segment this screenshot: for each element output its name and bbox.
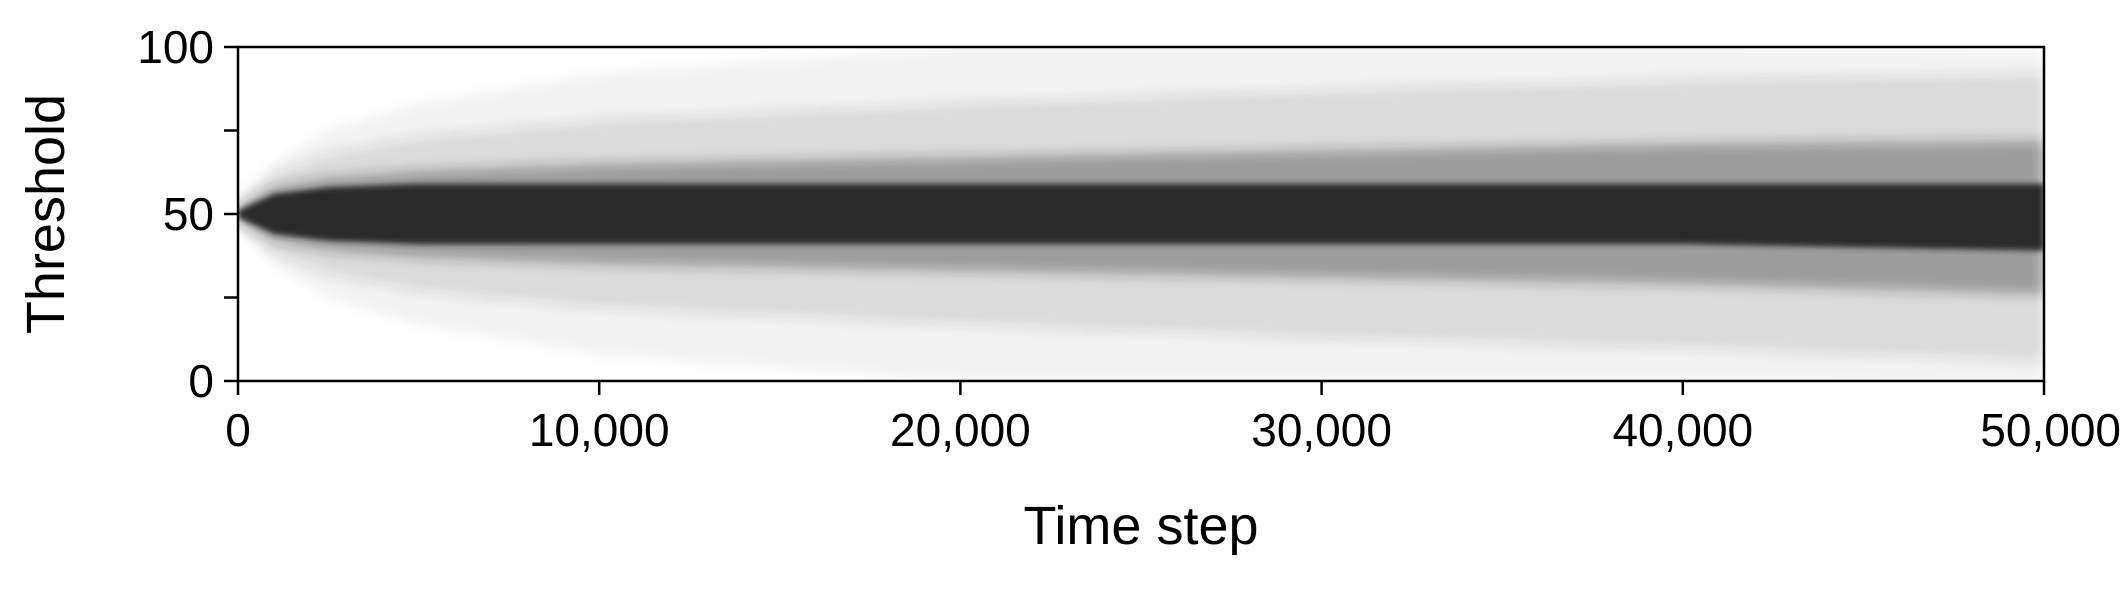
x-tick-label: 50,000	[1980, 404, 2121, 456]
y-axis-label: Threshold	[16, 94, 76, 334]
y-tick-label: 50	[163, 188, 214, 240]
x-tick-label: 20,000	[890, 404, 1031, 456]
x-tick-label: 30,000	[1251, 404, 1392, 456]
x-tick-label: 40,000	[1612, 404, 1753, 456]
density-band-core	[238, 183, 2044, 251]
x-tick-label: 0	[225, 404, 251, 456]
x-tick-label: 10,000	[529, 404, 670, 456]
y-tick-label: 100	[137, 21, 214, 73]
density-bands	[238, 47, 2044, 381]
y-tick-label: 0	[188, 355, 214, 407]
x-axis: 0 10,000 20,000 30,000 40,000 50,000	[225, 381, 2121, 456]
y-axis: 0 50 100	[137, 21, 238, 407]
x-axis-label: Time step	[1023, 496, 1258, 556]
